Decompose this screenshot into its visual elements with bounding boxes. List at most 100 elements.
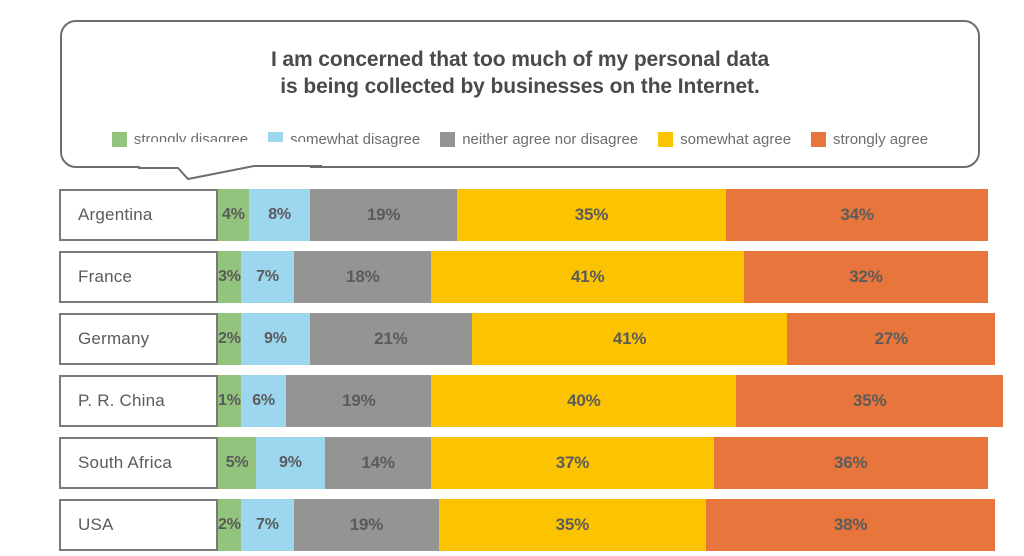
bar-segment-value: 8%	[268, 206, 291, 223]
bar-segment-value: 35%	[574, 205, 609, 224]
bar-segment-value: 2%	[218, 330, 241, 347]
bar-segment-value: 21%	[374, 329, 408, 348]
bar-segment-value: 40%	[567, 391, 601, 410]
legend-item-label: neither agree nor disagree	[462, 131, 639, 148]
bar-segment-somewhat-agree[interactable]: 35%	[438, 499, 706, 551]
country-label: France	[78, 267, 133, 286]
chart-row: South Africa 5% 9% 14% 37% 36%	[59, 437, 988, 489]
bar-segment-value: 19%	[342, 391, 376, 410]
bar-segment-strongly-agree[interactable]: 36%	[713, 437, 988, 489]
legend-item-neither-agree-nor-disagree[interactable]: neither agree nor disagree	[440, 132, 638, 147]
bar-segment-strongly-disagree[interactable]: 1%	[218, 375, 241, 427]
country-label-box: P. R. China	[59, 375, 218, 427]
country-label: P. R. China	[78, 391, 165, 410]
country-label-box: Germany	[59, 313, 218, 365]
bar-segment-strongly-agree[interactable]: 38%	[705, 499, 996, 551]
bar-segment-value: 5%	[225, 454, 249, 471]
stacked-bar-chart: Argentina 4% 8% 19% 35% 34% France 3% 7% 18% 41% 32…	[59, 189, 1004, 551]
bar-segment-neither-agree-nor-disagree[interactable]: 19%	[294, 499, 439, 551]
bar-segment-somewhat-disagree[interactable]: 7%	[240, 499, 295, 551]
bar-segment-value: 7%	[256, 516, 279, 533]
legend-item-somewhat-agree[interactable]: somewhat agree	[658, 132, 791, 147]
chart-row: France 3% 7% 18% 41% 32%	[59, 251, 988, 303]
bar-segment-value: 14%	[361, 453, 395, 472]
bar-segment-value: 3%	[218, 268, 241, 285]
bar-segment-strongly-agree[interactable]: 34%	[726, 189, 988, 241]
bar-segment-value: 7%	[256, 268, 279, 285]
bar-segment-value: 6%	[252, 392, 275, 409]
country-label-box: South Africa	[59, 437, 218, 489]
callout-tail-icon	[138, 142, 322, 181]
chart-row: USA 2% 7% 19% 35% 38%	[59, 499, 996, 551]
bar-segment-strongly-disagree[interactable]: 2%	[218, 313, 241, 365]
bar-segment-value: 41%	[612, 329, 647, 348]
bar-segment-neither-agree-nor-disagree[interactable]: 21%	[310, 313, 472, 365]
legend-swatch-gray	[440, 132, 456, 147]
legend-item-strongly-agree[interactable]: strongly agree	[811, 132, 928, 147]
bar-segment-somewhat-disagree[interactable]: 8%	[248, 189, 311, 241]
legend-item-label: strongly agree	[833, 131, 929, 148]
bar-segment-strongly-agree[interactable]: 32%	[744, 251, 988, 303]
bar-track: 3% 7% 18% 41% 32%	[218, 251, 988, 303]
bar-segment-value: 37%	[555, 453, 590, 472]
chart-row: Germany 2% 9% 21% 41% 27%	[59, 313, 996, 365]
bar-track: 2% 7% 19% 35% 38%	[218, 499, 996, 551]
country-label: South Africa	[78, 453, 173, 472]
country-label: Germany	[78, 329, 150, 348]
bar-segment-value: 35%	[852, 391, 887, 410]
bar-segment-neither-agree-nor-disagree[interactable]: 14%	[324, 437, 432, 489]
bar-track: 2% 9% 21% 41% 27%	[218, 313, 996, 365]
bar-segment-strongly-agree[interactable]: 35%	[736, 375, 1004, 427]
legend-swatch-green	[111, 132, 127, 147]
bar-segment-strongly-disagree[interactable]: 5%	[218, 437, 257, 489]
bar-segment-value: 19%	[349, 515, 384, 534]
bar-track: 5% 9% 14% 37% 36%	[218, 437, 988, 489]
bar-segment-strongly-disagree[interactable]: 2%	[218, 499, 241, 551]
bar-segment-strongly-disagree[interactable]: 4%	[218, 189, 249, 241]
bar-segment-somewhat-agree[interactable]: 35%	[456, 189, 727, 241]
bar-track: 4% 8% 19% 35% 34%	[218, 189, 988, 241]
chart-title: I am concerned that too much of my perso…	[62, 46, 978, 101]
bar-segment-value: 34%	[840, 205, 874, 224]
bar-segment-value: 4%	[222, 206, 245, 223]
bar-segment-neither-agree-nor-disagree[interactable]: 18%	[294, 251, 432, 303]
bar-segment-value: 35%	[555, 515, 590, 534]
bar-segment-value: 1%	[218, 392, 241, 409]
bar-segment-value: 9%	[279, 454, 302, 471]
legend-item-label: somewhat disagree	[290, 131, 421, 148]
bar-segment-somewhat-agree[interactable]: 41%	[471, 313, 788, 365]
legend-swatch-orange	[811, 132, 827, 147]
chart-row: Argentina 4% 8% 19% 35% 34%	[59, 189, 988, 241]
bar-segment-value: 9%	[264, 330, 287, 347]
bar-segment-somewhat-agree[interactable]: 41%	[431, 251, 744, 303]
bar-segment-value: 2%	[218, 516, 241, 533]
country-label-box: USA	[59, 499, 218, 551]
country-label-box: France	[59, 251, 218, 303]
bar-segment-value: 32%	[849, 267, 883, 286]
bar-segment-value: 19%	[366, 205, 401, 224]
legend-item-label: somewhat agree	[680, 131, 792, 148]
bar-segment-neither-agree-nor-disagree[interactable]: 19%	[286, 375, 432, 427]
bar-segment-value: 18%	[346, 267, 380, 286]
bar-segment-somewhat-disagree[interactable]: 6%	[240, 375, 287, 427]
legend-swatch-yellow	[658, 132, 674, 147]
chart-title-line-1: I am concerned that too much of my perso…	[270, 48, 770, 71]
bar-segment-neither-agree-nor-disagree[interactable]: 19%	[310, 189, 457, 241]
chart-row: P. R. China 1% 6% 19% 40% 35%	[59, 375, 1004, 427]
bar-segment-somewhat-agree[interactable]: 37%	[431, 437, 714, 489]
bar-segment-somewhat-agree[interactable]: 40%	[431, 375, 737, 427]
bar-segment-strongly-disagree[interactable]: 3%	[218, 251, 241, 303]
bar-segment-somewhat-disagree[interactable]: 9%	[256, 437, 325, 489]
bar-segment-somewhat-disagree[interactable]: 7%	[240, 251, 295, 303]
bar-track: 1% 6% 19% 40% 35%	[218, 375, 1004, 427]
bar-segment-value: 36%	[834, 453, 868, 472]
bar-segment-value: 38%	[833, 515, 868, 534]
country-label: Argentina	[78, 205, 153, 224]
bar-segment-somewhat-disagree[interactable]: 9%	[240, 313, 311, 365]
chart-title-line-2: is being collected by businesses on the …	[280, 75, 760, 99]
bar-segment-value: 27%	[874, 329, 909, 348]
bar-segment-value: 41%	[571, 267, 605, 286]
country-label: USA	[78, 515, 114, 534]
bar-segment-strongly-agree[interactable]: 27%	[787, 313, 996, 365]
country-label-box: Argentina	[59, 189, 218, 241]
